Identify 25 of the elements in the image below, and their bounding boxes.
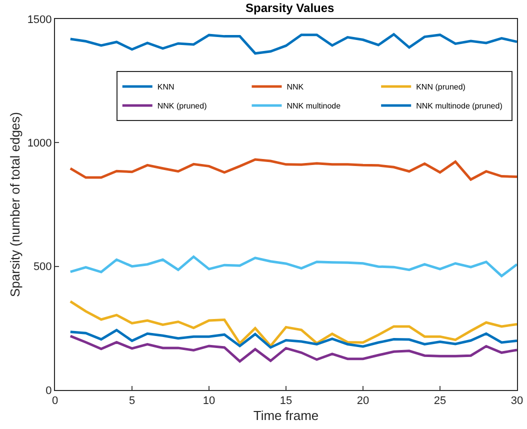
legend-label: NNK (pruned)	[157, 102, 208, 111]
x-tick-label: 5	[128, 395, 136, 408]
y-tick-label: 1000	[27, 138, 52, 150]
x-axis-title: Time frame	[253, 408, 319, 423]
x-tick-label: 15	[280, 395, 292, 408]
y-axis-title: Sparsity (number of total edges)	[7, 112, 22, 297]
legend-label: NNK multinode (pruned)	[416, 102, 503, 111]
line-series	[69, 33, 517, 55]
legend-label: KNN (pruned)	[416, 82, 466, 92]
y-tick-label: 0	[46, 384, 52, 397]
legend-label: NNK multinode	[286, 102, 342, 111]
line-series	[69, 158, 517, 181]
line-series	[69, 255, 517, 278]
x-tick-label: 20	[356, 395, 370, 408]
x-tick-label: 25	[434, 395, 446, 408]
line-series	[69, 334, 517, 363]
y-tick-label: 500	[33, 261, 52, 274]
line-series	[69, 328, 517, 349]
x-tick-label: 10	[202, 395, 216, 408]
legend-label: NNK	[286, 82, 304, 92]
line-series	[69, 300, 517, 348]
y-tick-label: 1500	[27, 14, 52, 26]
chart-title: Sparsity Values	[245, 0, 335, 15]
x-tick-label: 30	[510, 395, 524, 408]
legend-label: KNN	[157, 82, 174, 92]
